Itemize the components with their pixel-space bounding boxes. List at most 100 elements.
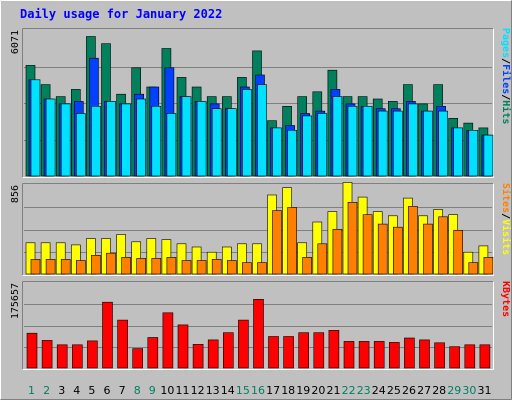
x-tick-31: 31	[478, 384, 492, 397]
bar-kbytes-day-13	[207, 339, 219, 369]
bar-pages-day-16	[257, 84, 267, 177]
bar-pages-day-30	[468, 130, 479, 177]
bar-visits-day-3	[55, 242, 66, 275]
bar-kbytes-day-18	[283, 336, 294, 369]
bar-sites-day-14	[227, 260, 237, 275]
bar-visits-day-10	[161, 239, 172, 275]
bar-kbytes-day-5	[87, 340, 98, 369]
x-tick-7: 7	[119, 384, 126, 397]
x-tick-22: 22	[342, 384, 356, 397]
x-tick-2: 2	[43, 384, 50, 397]
x-tick-1: 1	[28, 384, 35, 397]
bar-pages-day-23	[362, 106, 373, 177]
bar-sites-day-7	[121, 257, 131, 275]
bar-visits-day-11	[176, 243, 187, 275]
bar-kbytes-day-28	[434, 342, 445, 369]
bar-sites-day-2	[45, 259, 56, 275]
bar-pages-day-13	[211, 108, 222, 177]
bar-kbytes-day-23	[358, 341, 370, 369]
x-tick-13: 13	[206, 384, 220, 397]
bar-kbytes-day-26	[404, 337, 415, 369]
legend-kbytes: KBytes	[500, 281, 511, 317]
bar-kbytes-day-20	[313, 332, 325, 369]
bar-sites-day-27	[423, 223, 433, 275]
bar-visits-day-8	[131, 241, 141, 275]
bar-pages-day-21	[332, 96, 343, 177]
bar-pages-day-9	[151, 106, 162, 177]
bar-pages-day-27	[423, 110, 433, 177]
bar-pages-day-29	[453, 127, 464, 177]
bar-kbytes-day-11	[177, 324, 189, 369]
x-tick-10: 10	[160, 384, 174, 397]
x-tick-15: 15	[236, 384, 250, 397]
bar-kbytes-day-27	[419, 339, 430, 369]
bar-sites-day-1	[30, 259, 41, 275]
bar-pages-day-18	[287, 130, 297, 177]
bar-sites-day-20	[317, 243, 328, 275]
bar-sites-day-8	[136, 258, 146, 275]
bar-sites-day-25	[392, 226, 403, 275]
x-tick-14: 14	[221, 384, 235, 397]
bar-visits-day-16	[252, 243, 262, 275]
bar-pages-day-4	[76, 113, 86, 177]
bar-kbytes-day-4	[72, 344, 83, 369]
ymax-label-kbytes: 175657	[10, 283, 21, 319]
bar-visits-day-2	[40, 242, 51, 275]
x-tick-8: 8	[134, 384, 141, 397]
x-tick-23: 23	[357, 384, 371, 397]
bar-sites-day-28	[438, 216, 448, 275]
x-tick-29: 29	[447, 384, 461, 397]
x-tick-18: 18	[281, 384, 295, 397]
panel-kbytes: 175657	[10, 281, 494, 370]
x-tick-17: 17	[266, 384, 280, 397]
bar-visits-day-9	[146, 238, 157, 275]
bar-pages-day-20	[317, 113, 328, 177]
x-tick-6: 6	[104, 384, 111, 397]
x-tick-27: 27	[417, 384, 431, 397]
bar-pages-day-31	[483, 134, 494, 177]
bar-pages-day-5	[91, 106, 101, 177]
bar-kbytes-day-17	[268, 336, 279, 369]
bar-kbytes-day-9	[147, 337, 159, 369]
bar-sites-day-26	[408, 206, 418, 275]
bar-sites-day-11	[181, 260, 192, 275]
x-tick-24: 24	[372, 384, 386, 397]
bar-kbytes-day-19	[298, 332, 310, 369]
x-tick-12: 12	[191, 384, 205, 397]
bar-sites-day-5	[91, 255, 101, 275]
bar-sites-day-19	[302, 257, 313, 275]
bar-sites-day-24	[377, 223, 388, 275]
legend-pages-files-hits: Pages/Files/Hits	[500, 28, 512, 124]
bar-kbytes-day-31	[479, 344, 491, 369]
panel-pages-files-hits: 6071	[10, 28, 494, 178]
bar-pages-day-8	[136, 98, 146, 177]
bar-sites-day-15	[242, 262, 252, 275]
bar-kbytes-day-29	[449, 346, 461, 369]
bar-pages-day-25	[392, 110, 403, 177]
bar-kbytes-day-14	[223, 332, 234, 369]
bar-pages-day-22	[347, 106, 358, 177]
bar-sites-day-22	[347, 202, 358, 275]
bar-kbytes-day-6	[102, 301, 113, 369]
bar-pages-day-1	[30, 79, 41, 177]
bar-sites-day-18	[287, 207, 297, 275]
bar-sites-day-3	[60, 259, 71, 275]
bar-pages-day-10	[166, 113, 177, 177]
bar-visits-day-4	[71, 244, 81, 275]
bar-pages-day-24	[377, 110, 388, 177]
bar-kbytes-day-21	[328, 329, 340, 369]
bar-sites-day-29	[453, 230, 464, 275]
bar-sites-day-6	[106, 252, 116, 275]
x-tick-21: 21	[327, 384, 341, 397]
bar-sites-day-16	[257, 262, 267, 275]
bar-kbytes-day-24	[373, 341, 385, 369]
bar-pages-day-19	[302, 115, 313, 177]
bar-pages-day-3	[60, 103, 71, 177]
bar-pages-day-14	[227, 108, 237, 177]
x-tick-26: 26	[402, 384, 416, 397]
panel-visits-sites: 856	[10, 182, 494, 276]
bar-sites-day-12	[196, 260, 207, 275]
bar-kbytes-day-2	[41, 340, 53, 369]
x-tick-19: 19	[296, 384, 310, 397]
